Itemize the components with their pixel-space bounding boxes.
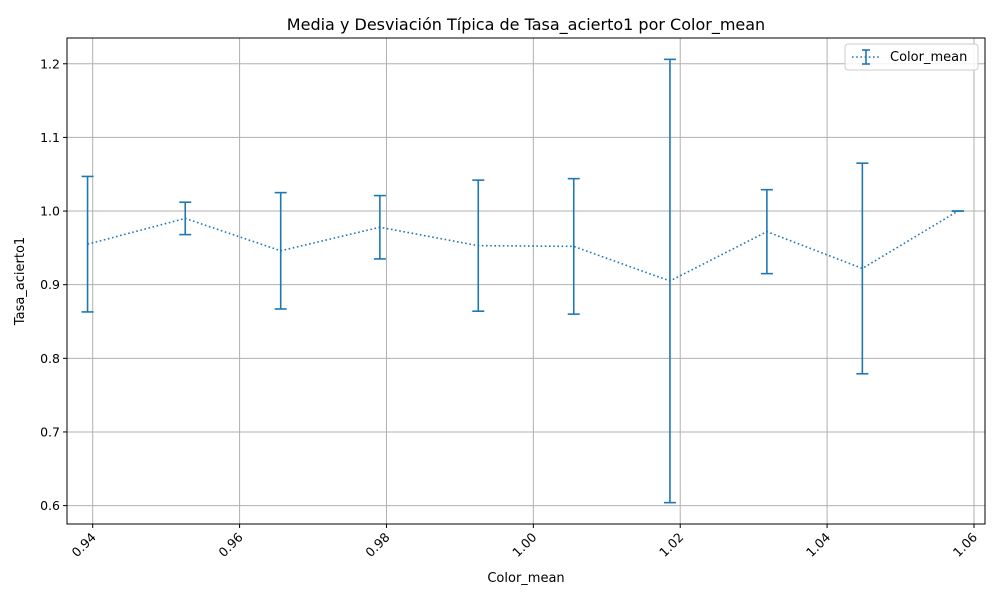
grid-layer bbox=[67, 38, 985, 524]
chart-title: Media y Desviación Típica de Tasa_aciert… bbox=[287, 15, 765, 35]
legend-series-symbol bbox=[852, 49, 880, 65]
y-tick-label: 0.9 bbox=[40, 277, 60, 292]
y-tick-label: 0.7 bbox=[40, 424, 60, 439]
x-tick-label: 1.00 bbox=[509, 529, 539, 559]
tick-layer: 0.94 0.96 0.98 1.00 1.02 1.04 1.06 0.6 0.7 0.8 0.9… bbox=[40, 56, 980, 560]
x-tick-label: 0.94 bbox=[69, 529, 99, 559]
y-axis-label: Tasa_acierto1 bbox=[13, 237, 28, 326]
x-tick-label: 1.02 bbox=[656, 530, 686, 560]
x-tick-label: 0.98 bbox=[362, 529, 392, 559]
x-tick-label: 1.06 bbox=[950, 529, 980, 559]
series-line bbox=[87, 210, 959, 282]
legend: Color_mean bbox=[844, 43, 979, 71]
legend-box bbox=[844, 43, 979, 71]
x-tick-label: 1.04 bbox=[803, 529, 833, 559]
y-tick-label: 1.0 bbox=[40, 204, 60, 219]
y-tick-label: 1.2 bbox=[40, 56, 60, 71]
y-tick-label: 1.1 bbox=[40, 130, 60, 145]
x-tick-label: 0.96 bbox=[215, 529, 245, 559]
y-tick-label: 0.8 bbox=[40, 351, 60, 366]
plot-frame bbox=[66, 37, 986, 525]
y-tick-label: 0.6 bbox=[40, 498, 60, 513]
x-axis-label: Color_mean bbox=[487, 571, 564, 586]
legend-series-label: Color_mean bbox=[890, 50, 967, 65]
series-layer bbox=[81, 58, 964, 504]
